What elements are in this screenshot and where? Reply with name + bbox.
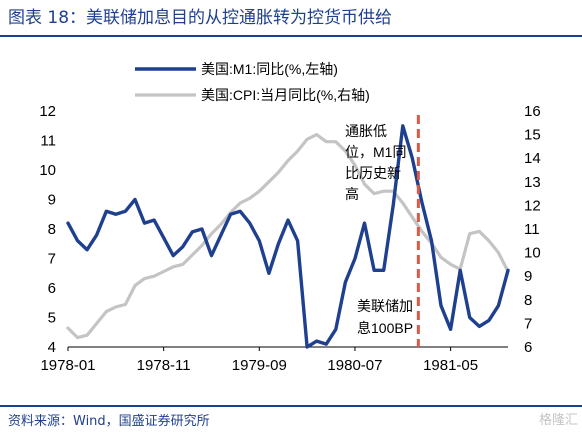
y-right-tick-label: 7 — [524, 315, 532, 332]
x-tick-label: 1980-07 — [327, 357, 382, 374]
y-right-tick-label: 8 — [524, 292, 532, 309]
title-divider — [0, 35, 582, 37]
x-tick-label: 1981-05 — [423, 357, 478, 374]
y-right-tick-label: 13 — [524, 174, 541, 191]
cpi-series-line — [66, 132, 510, 340]
y-left-tick-label: 6 — [48, 280, 56, 297]
y-right-tick-label: 9 — [524, 268, 532, 285]
legend-cpi-label: 美国:CPI:当月同比(%,右轴) — [201, 87, 370, 103]
y-right-tick-label: 12 — [524, 197, 541, 214]
y-right-tick-label: 11 — [524, 221, 540, 238]
y-left-tick-label: 12 — [39, 103, 56, 120]
x-tick-label: 1978-11 — [137, 357, 191, 374]
y-left-tick-label: 4 — [48, 339, 56, 356]
y-left-tick-label: 8 — [48, 221, 56, 238]
y-left-tick-label: 10 — [39, 162, 56, 179]
x-tick-label: 1979-09 — [232, 357, 287, 374]
y-right-tick-label: 10 — [524, 245, 541, 262]
watermark-logo: 格隆汇 — [538, 413, 578, 428]
annotation-rate-hike: 息100BP — [357, 320, 413, 336]
source-note: 资料来源：Wind，国盛证券研究所 — [8, 414, 210, 429]
footer-divider — [0, 405, 582, 407]
annotation-inflation-low: 通胀低 — [345, 123, 387, 139]
y-right-tick-label: 16 — [524, 103, 541, 120]
chart-title: 图表 18：美联储加息目的从控通胀转为控货币供给 — [8, 8, 393, 28]
y-right-tick-label: 15 — [524, 127, 541, 144]
y-left-tick-label: 5 — [48, 310, 56, 327]
m1-series-line — [66, 124, 510, 349]
y-right-tick-label: 6 — [524, 339, 532, 356]
x-tick-label: 1978-01 — [40, 357, 95, 374]
annotation-inflation-low: 比历史新 — [345, 165, 401, 181]
annotation-rate-hike: 美联储加 — [357, 298, 413, 314]
chart: 4 5 6 7 8 9 10 11 12 6 7 8 9 10 11 12 13 14 15 16 1978-01 197… — [39, 61, 541, 374]
annotation-inflation-low: 高 — [345, 186, 359, 202]
legend-m1-label: 美国:M1:同比(%,左轴) — [201, 61, 338, 77]
y-left-tick-label: 7 — [48, 251, 56, 268]
y-left-tick-label: 9 — [48, 192, 56, 209]
y-right-tick-label: 14 — [524, 150, 541, 167]
y-left-tick-label: 11 — [40, 133, 56, 150]
annotation-inflation-low: 位，M1同 — [345, 144, 406, 160]
